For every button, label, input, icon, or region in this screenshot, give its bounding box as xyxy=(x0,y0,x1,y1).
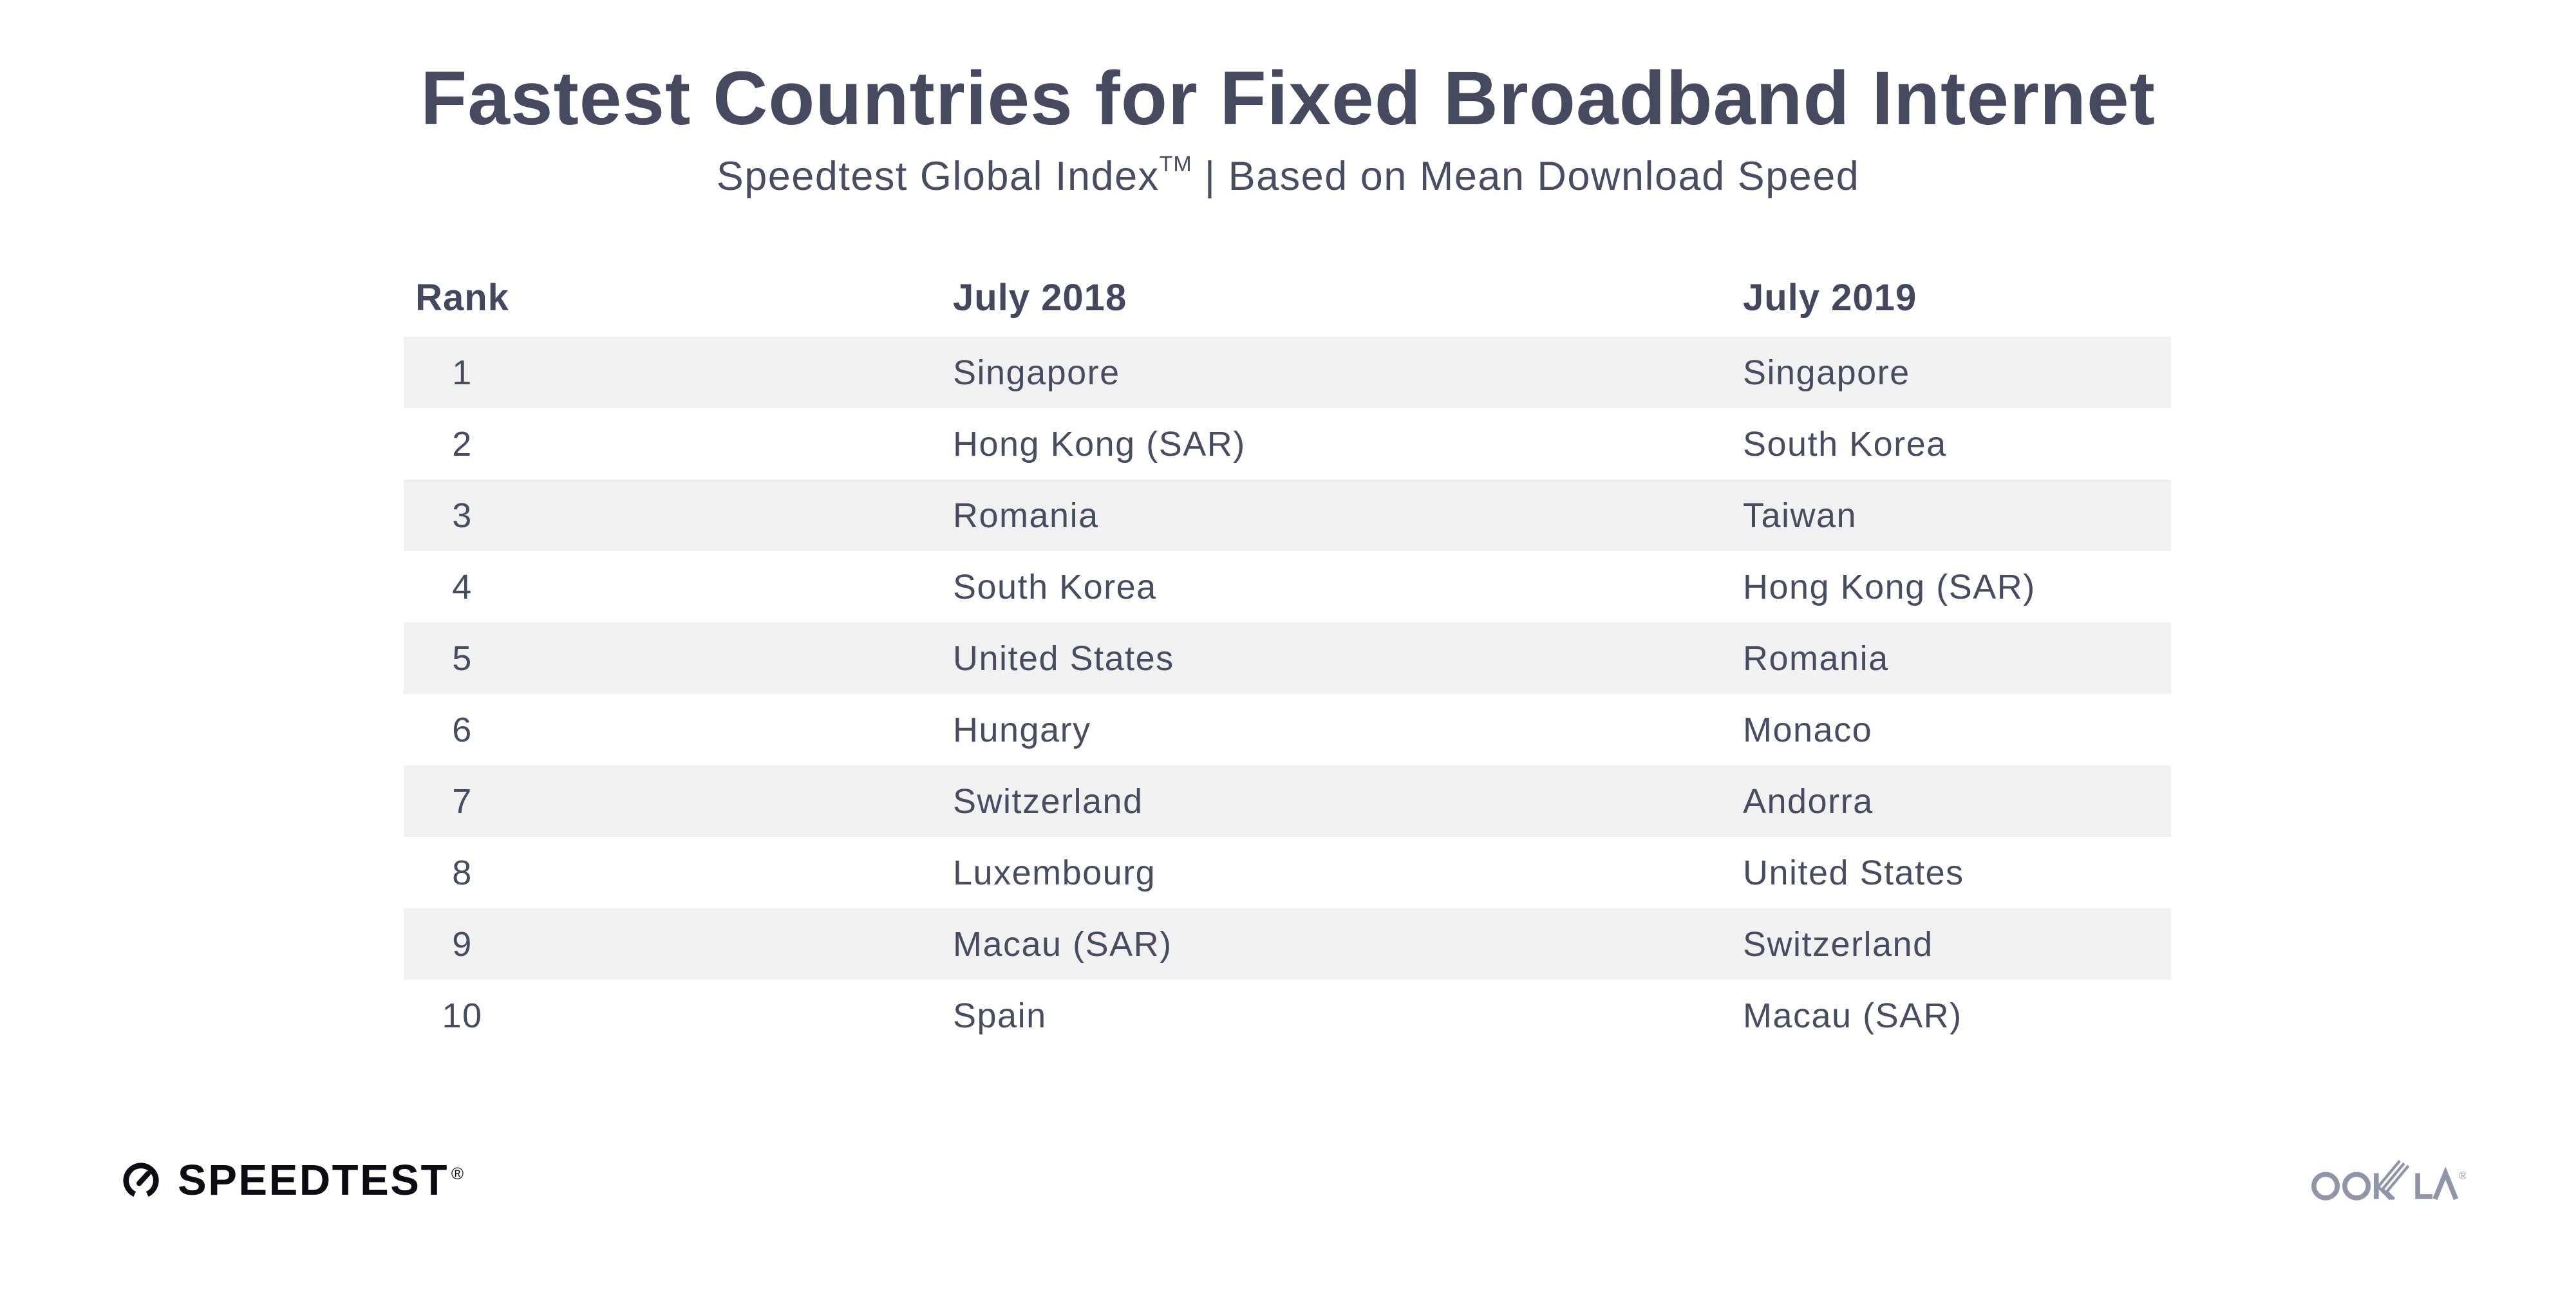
rank-cell: 6 xyxy=(452,710,473,749)
rank-cell: 9 xyxy=(452,924,473,964)
table-row: 1 Singapore Singapore xyxy=(404,337,2171,408)
country-2018-cell: Spain xyxy=(953,996,1047,1035)
column-header-july-2019: July 2019 xyxy=(1743,277,1917,319)
country-2018-cell: South Korea xyxy=(953,567,1157,606)
country-2018-cell: Macau (SAR) xyxy=(953,924,1172,964)
page-subtitle: Speedtest Global IndexTM | Based on Mean… xyxy=(0,151,2576,200)
country-2019-cell: South Korea xyxy=(1743,424,1947,463)
table-row: 7 Switzerland Andorra xyxy=(404,765,2171,837)
ookla-registered-mark: ® xyxy=(2459,1170,2466,1182)
speedtest-gauge-icon xyxy=(123,1162,159,1197)
rank-cell: 5 xyxy=(452,639,473,678)
country-2019-cell: Andorra xyxy=(1743,781,1874,821)
subtitle-prefix: Speedtest Global Index xyxy=(716,153,1160,199)
country-2019-cell: Singapore xyxy=(1743,353,1910,392)
trademark-superscript: TM xyxy=(1159,151,1192,176)
table-row: 2 Hong Kong (SAR) South Korea xyxy=(404,408,2171,480)
ookla-logo: OOKLA ® xyxy=(2311,1155,2467,1206)
table-row: 10 Spain Macau (SAR) xyxy=(404,980,2171,1051)
country-2018-cell: Hungary xyxy=(953,710,1091,749)
subtitle-suffix: | Based on Mean Download Speed xyxy=(1192,153,1860,199)
country-2018-cell: United States xyxy=(953,639,1174,678)
country-2018-cell: Romania xyxy=(953,496,1099,535)
column-header-rank: Rank xyxy=(415,277,509,319)
table-row: 5 United States Romania xyxy=(404,622,2171,694)
ookla-wordmark-icon: ® xyxy=(2311,1159,2467,1201)
country-2019-cell: Switzerland xyxy=(1743,924,1933,964)
table-row: 4 South Korea Hong Kong (SAR) xyxy=(404,551,2171,622)
table-row: 9 Macau (SAR) Switzerland xyxy=(404,908,2171,980)
ranking-table: Rank July 2018 July 2019 1 Singapore Sin… xyxy=(404,274,2171,1051)
rank-cell: 7 xyxy=(452,781,473,821)
country-2019-cell: Macau (SAR) xyxy=(1743,996,1962,1035)
rank-cell: 10 xyxy=(442,996,483,1035)
speedtest-wordmark: SPEEDTEST xyxy=(178,1156,449,1204)
column-header-july-2018: July 2018 xyxy=(953,277,1127,319)
table-row: 8 Luxembourg United States xyxy=(404,837,2171,908)
speedtest-registered-mark: ® xyxy=(451,1164,464,1183)
rank-cell: 4 xyxy=(452,567,473,606)
page-title: Fastest Countries for Fixed Broadband In… xyxy=(420,56,2156,141)
country-2019-cell: Hong Kong (SAR) xyxy=(1743,567,2036,606)
header: Fastest Countries for Fixed Broadband In… xyxy=(0,0,2576,200)
table-body: 1 Singapore Singapore 2 Hong Kong (SAR) … xyxy=(404,337,2171,1051)
rank-cell: 3 xyxy=(452,496,473,535)
country-2019-cell: Taiwan xyxy=(1743,496,1857,535)
country-2018-cell: Hong Kong (SAR) xyxy=(953,424,1246,463)
table-row: 6 Hungary Monaco xyxy=(404,694,2171,765)
rank-cell: 1 xyxy=(452,353,473,392)
country-2019-cell: Monaco xyxy=(1743,710,1873,749)
speedtest-logo: SPEEDTEST ® xyxy=(121,1159,464,1202)
rank-cell: 8 xyxy=(452,853,473,892)
country-2018-cell: Luxembourg xyxy=(953,853,1156,892)
country-2019-cell: United States xyxy=(1743,853,1964,892)
country-2018-cell: Singapore xyxy=(953,353,1120,392)
country-2018-cell: Switzerland xyxy=(953,781,1143,821)
table-header-row: Rank July 2018 July 2019 xyxy=(404,274,2171,322)
country-2019-cell: Romania xyxy=(1743,639,1889,678)
table-row: 3 Romania Taiwan xyxy=(404,480,2171,551)
rank-cell: 2 xyxy=(452,424,473,463)
